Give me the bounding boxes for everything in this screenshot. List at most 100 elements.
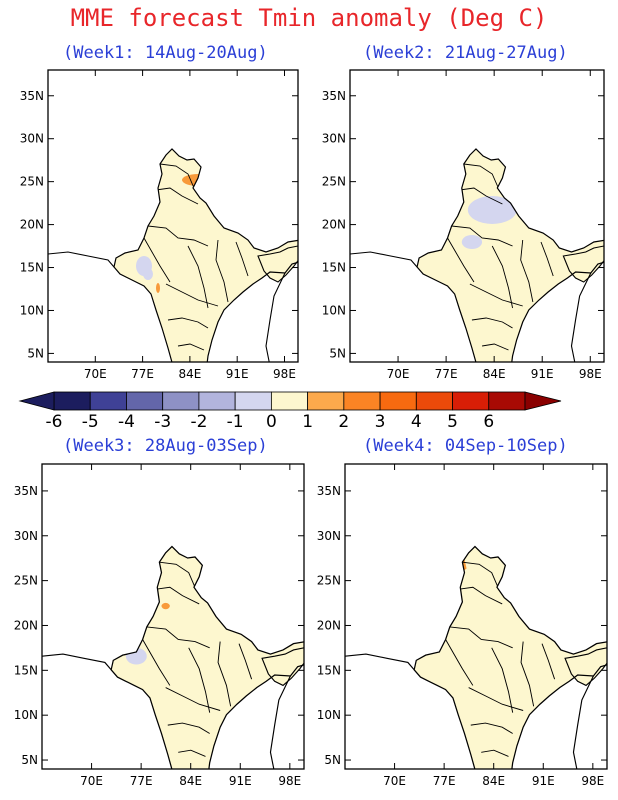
map-panel-2: 35N 30N 25N 20N 15N 10N 5N 70E 77E 84E 91E 98E	[322, 69, 605, 381]
state-boundary	[177, 343, 205, 351]
anomaly-region	[115, 608, 145, 634]
state-boundaries	[143, 163, 249, 351]
map-panel-4: 35N 30N 25N 20N 15N 10N 5N 70E 77E 84E 91E 98E	[317, 463, 608, 788]
lon-tick-label: 91E	[532, 774, 555, 788]
east-coastline	[265, 272, 286, 362]
lat-tick-label: 35N	[20, 89, 44, 103]
anomaly-region	[424, 83, 430, 93]
state-boundary	[165, 283, 219, 307]
state-boundary	[459, 187, 503, 205]
state-boundary	[159, 561, 196, 588]
colorbar-label: 2	[338, 412, 349, 432]
colorbar-swatch	[343, 391, 381, 411]
state-boundary	[147, 225, 209, 247]
lat-tick-label: 30N	[317, 529, 341, 543]
anomaly-region	[232, 562, 250, 571]
colorbar-label: 0	[266, 412, 277, 432]
lon-tick-label: 98E	[581, 774, 604, 788]
colorbar-label: 4	[411, 412, 422, 432]
lat-tick-label: 25N	[20, 175, 44, 189]
state-boundary	[155, 586, 200, 605]
state-boundary	[445, 639, 474, 686]
lat-tick-label: 5N	[329, 346, 346, 360]
anomaly-region	[418, 480, 439, 499]
anomaly-region	[444, 510, 452, 523]
lon-tick-label: 77E	[130, 774, 153, 788]
state-boundary	[155, 187, 199, 205]
lat-tick-label: 20N	[322, 218, 346, 232]
lat-tick-label: 30N	[322, 132, 346, 146]
anomaly-region	[149, 500, 170, 517]
map-panel-1: 35N 30N 25N 20N 15N 10N 5N 70E 77E 84E 91E 98E	[20, 69, 299, 381]
west-coastline	[345, 653, 415, 671]
state-boundary	[167, 317, 209, 329]
west-coastline	[48, 251, 115, 268]
state-boundary	[451, 225, 513, 247]
lat-tick-label: 5N	[21, 753, 38, 767]
colorbar-swatch	[452, 391, 490, 411]
state-boundary	[520, 239, 534, 303]
colorbar-low-triangle	[18, 391, 55, 411]
anomaly-region	[416, 546, 467, 577]
lon-tick-label: 77E	[131, 367, 154, 381]
lon-tick-label: 70E	[80, 774, 103, 788]
panel-frame	[344, 463, 608, 770]
state-boundaries	[142, 561, 253, 757]
main-title: MME forecast Tmin anomaly (Deg C)	[70, 4, 548, 32]
lon-tick-label: 98E	[278, 774, 301, 788]
state-boundary	[142, 639, 171, 686]
state-boundary	[167, 722, 210, 734]
lat-tick-label: 20N	[14, 618, 38, 632]
state-boundaries	[445, 561, 556, 757]
colorbar-swatch	[488, 391, 526, 411]
anomaly-region	[117, 481, 138, 498]
lon-tick-label: 84E	[482, 774, 505, 788]
panel-2-title: (Week2: 21Aug-27Aug)	[363, 43, 568, 63]
lon-tick-label: 77E	[435, 367, 458, 381]
east-coastline	[269, 675, 291, 769]
lat-tick-label: 25N	[317, 574, 341, 588]
lat-tick-label: 25N	[14, 574, 38, 588]
lon-tick-label: 84E	[483, 367, 506, 381]
lon-tick-label: 91E	[229, 774, 252, 788]
lon-tick-label: 70E	[387, 367, 410, 381]
lon-tick-label: 91E	[531, 367, 554, 381]
anomaly-region	[156, 283, 160, 293]
lon-tick-label: 98E	[579, 367, 602, 381]
lat-tick-label: 15N	[14, 663, 38, 677]
colorbar-label: -6	[46, 412, 63, 432]
state-boundary	[469, 283, 523, 307]
lon-tick-label: 70E	[84, 367, 107, 381]
state-boundary	[471, 317, 513, 329]
lat-tick-label: 10N	[322, 303, 346, 317]
panel-3-title: (Week3: 28Aug-03Sep)	[63, 436, 268, 456]
state-boundary	[540, 241, 554, 277]
state-boundary	[235, 241, 249, 277]
east-coastline	[572, 675, 594, 769]
colorbar-swatch	[126, 391, 164, 411]
colorbar-label: 1	[302, 412, 313, 432]
anomaly-region	[161, 602, 170, 610]
lat-tick-label: 5N	[324, 753, 341, 767]
anomaly-region	[467, 196, 517, 224]
lat-tick-label: 15N	[317, 663, 341, 677]
state-boundary	[187, 245, 209, 309]
colorbar-label: -4	[118, 412, 135, 432]
anomaly-region	[437, 126, 457, 138]
lat-tick-label: 35N	[14, 484, 38, 498]
anomaly-region	[461, 235, 483, 249]
state-boundary	[541, 643, 556, 680]
anomaly-region	[417, 154, 458, 178]
anomaly-region	[110, 86, 134, 102]
state-boundary	[462, 561, 499, 588]
colorbar-swatch	[415, 391, 453, 411]
lat-tick-label: 20N	[317, 618, 341, 632]
anomaly-region	[437, 500, 454, 513]
colorbar-swatch	[198, 391, 236, 411]
map-panel-3: 35N 30N 25N 20N 15N 10N 5N 70E 77E 84E 91E 98E	[14, 463, 305, 788]
panel-1-title: (Week1: 14Aug-20Aug)	[63, 43, 268, 63]
east-coastline	[570, 272, 592, 362]
west-coastline	[42, 653, 112, 671]
colorbar-swatch	[53, 391, 91, 411]
